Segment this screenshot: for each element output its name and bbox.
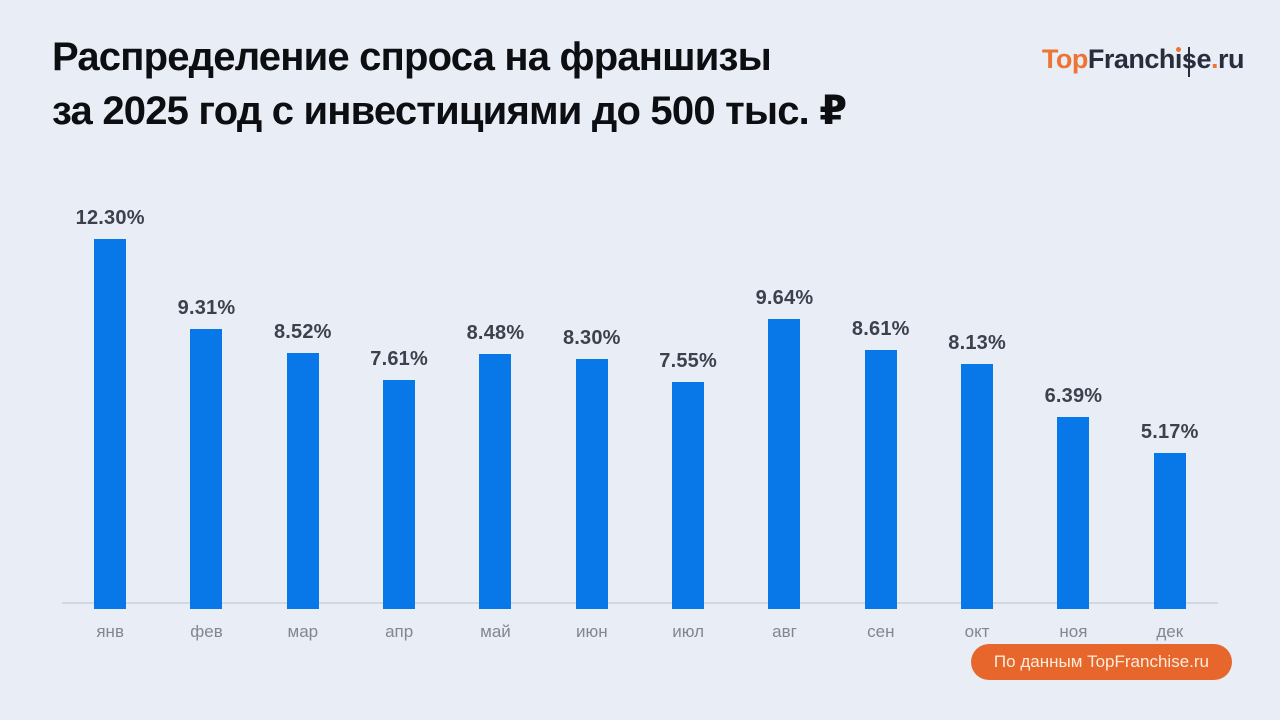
bar-column: 5.17%	[1122, 421, 1218, 609]
bar-value-label: 12.30%	[75, 207, 145, 229]
bar-value-label: 7.55%	[659, 350, 717, 372]
bar	[190, 329, 223, 609]
bar-column: 6.39%	[1025, 385, 1121, 609]
x-axis-label: июл	[672, 622, 705, 641]
bar-value-label: 8.30%	[562, 327, 621, 349]
bar-column: 8.61%	[833, 318, 929, 609]
topfranchise-logo[interactable]: TopFranchıse.ru	[1041, 44, 1245, 77]
bar-column: 9.64%	[736, 287, 832, 609]
bar-value-label: 8.13%	[948, 332, 1006, 354]
logo-part-dot: .	[1210, 44, 1219, 74]
bar-column: 8.52%	[255, 321, 351, 609]
page-title-line2: за 2025 год с инвестициями до 500 тыс. ₽	[52, 89, 847, 133]
logo-part-top: Top	[1041, 44, 1088, 74]
bar	[479, 354, 512, 609]
x-axis-label: сен	[867, 622, 895, 641]
bar	[864, 350, 897, 609]
bar	[94, 239, 127, 609]
bar-column: 7.61%	[351, 348, 447, 609]
bar	[383, 380, 416, 609]
bar-column: 12.30%	[62, 207, 158, 609]
x-axis-label: июн	[575, 622, 608, 641]
logo-part-franch: Franch	[1087, 44, 1176, 74]
bar	[961, 364, 994, 609]
page-title-line1: Распределение спроса на франшизы	[52, 35, 772, 79]
bar	[768, 319, 801, 609]
bar	[1057, 417, 1090, 609]
logo-s-bar	[1188, 47, 1191, 77]
bar-value-label: 5.17%	[1140, 421, 1199, 443]
bar-value-label: 8.61%	[851, 318, 910, 340]
page-title: Распределение спроса на франшизы за 2025…	[52, 30, 847, 138]
x-axis-label: авг	[772, 622, 797, 641]
bar	[1153, 453, 1186, 609]
x-axis-label: ноя	[1059, 622, 1088, 641]
logo-part-e: e	[1196, 44, 1211, 74]
x-axis-label: янв	[96, 622, 124, 641]
bar-value-label: 8.52%	[273, 321, 332, 343]
source-badge-label: По данным TopFranchise.ru	[993, 652, 1209, 671]
x-axis-label: мар	[287, 622, 319, 641]
logo-part-s: s	[1182, 44, 1197, 77]
bar-chart: 12.30% 9.31% 8.52% 7.61% 8.48% 8.30% 7.55% 9.64…	[62, 177, 1218, 642]
bar	[672, 382, 705, 609]
logo-part-ru: ru	[1218, 44, 1245, 74]
logo-i-dot	[1175, 47, 1181, 52]
x-axis-label: май	[480, 622, 511, 641]
bar	[575, 359, 608, 609]
bar-column: 8.48%	[447, 322, 543, 609]
bar-column: 9.31%	[158, 297, 254, 609]
bar-value-label: 9.64%	[755, 287, 814, 309]
x-axis-label: дек	[1156, 622, 1184, 641]
x-axis-label: окт	[964, 622, 990, 641]
x-axis-line	[62, 602, 1218, 604]
bar	[286, 353, 319, 609]
bar-column: 8.13%	[929, 332, 1025, 609]
plot-area: 12.30% 9.31% 8.52% 7.61% 8.48% 8.30% 7.55% 9.64…	[62, 177, 1218, 609]
bar-value-label: 7.61%	[370, 348, 428, 370]
x-axis-label: апр	[385, 622, 414, 641]
x-axis-labels: янв фев мар апр май июн июл авг сен окт ноя дек	[62, 609, 1218, 642]
source-badge[interactable]: По данным TopFranchise.ru	[970, 644, 1232, 680]
bar-column: 8.30%	[544, 327, 640, 609]
bar-column: 7.55%	[640, 350, 736, 609]
bar-value-label: 9.31%	[177, 297, 236, 319]
bar-value-label: 6.39%	[1044, 385, 1103, 407]
x-axis-label: фев	[190, 622, 223, 641]
bar-value-label: 8.48%	[466, 322, 525, 344]
logo-part-i: ı	[1174, 44, 1183, 74]
